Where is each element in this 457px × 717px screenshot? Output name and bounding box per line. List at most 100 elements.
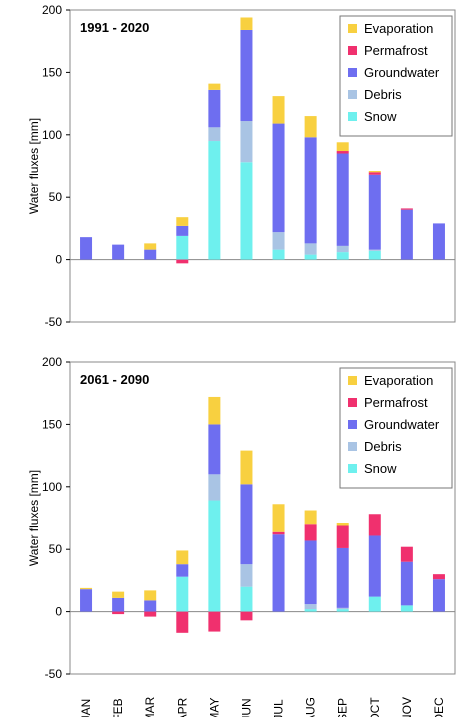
legend-swatch-snow bbox=[348, 112, 357, 121]
legend-label-debris: Debris bbox=[364, 87, 402, 102]
bar-permafrost-jun bbox=[240, 611, 253, 621]
bar-evaporation-jun bbox=[240, 17, 253, 30]
bar-permafrost-apr bbox=[176, 611, 189, 633]
bar-groundwater-jan bbox=[80, 589, 93, 612]
y-tick-label: 0 bbox=[55, 605, 62, 619]
panel-title: 2061 - 2090 bbox=[80, 372, 149, 387]
bar-permafrost-oct bbox=[368, 514, 381, 536]
x-tick-label-aug: AUG bbox=[304, 697, 318, 717]
bar-groundwater-oct bbox=[368, 174, 381, 250]
bar-evaporation-oct bbox=[368, 170, 381, 173]
y-tick-label: 150 bbox=[42, 417, 62, 431]
y-tick-label: -50 bbox=[45, 667, 63, 681]
bar-snow-may bbox=[208, 500, 221, 612]
legend-label-snow: Snow bbox=[364, 109, 397, 124]
bar-snow-apr bbox=[176, 235, 189, 260]
bar-evaporation-jul bbox=[272, 504, 285, 532]
legend-box bbox=[339, 15, 453, 137]
legend-swatch-permafrost bbox=[348, 46, 357, 55]
bar-debris-sep bbox=[336, 607, 349, 610]
legend-label-evaporation: Evaporation bbox=[364, 373, 433, 388]
bar-snow-jun bbox=[240, 586, 253, 612]
bar-debris-may bbox=[208, 127, 221, 142]
legend-label-evaporation: Evaporation bbox=[364, 21, 433, 36]
panel-title: 1991 - 2020 bbox=[80, 20, 149, 35]
y-tick-label: 50 bbox=[49, 190, 63, 204]
bar-groundwater-apr bbox=[176, 564, 189, 577]
legend-swatch-debris bbox=[348, 442, 357, 451]
legend-swatch-evaporation bbox=[348, 376, 357, 385]
bar-snow-sep bbox=[336, 609, 349, 612]
bar-groundwater-aug bbox=[304, 137, 317, 244]
bar-groundwater-mar bbox=[144, 600, 157, 612]
x-tick-label-may: MAY bbox=[207, 697, 221, 717]
bar-evaporation-jul bbox=[272, 96, 285, 124]
x-tick-label-nov: NOV bbox=[400, 697, 414, 717]
bar-groundwater-may bbox=[208, 424, 221, 475]
bar-evaporation-mar bbox=[144, 243, 157, 250]
bar-debris-sep bbox=[336, 245, 349, 253]
x-tick-label-jun: JUN bbox=[239, 698, 253, 717]
bar-permafrost-dec bbox=[432, 574, 445, 580]
legend-label-groundwater: Groundwater bbox=[364, 417, 440, 432]
legend-label-groundwater: Groundwater bbox=[364, 65, 440, 80]
bar-groundwater-nov bbox=[400, 209, 413, 260]
bar-debris-jul bbox=[272, 232, 285, 250]
bar-debris-jun bbox=[240, 121, 253, 163]
legend-label-debris: Debris bbox=[364, 439, 402, 454]
bar-groundwater-jul bbox=[272, 534, 285, 612]
bar-evaporation-may bbox=[208, 396, 221, 425]
bar-snow-aug bbox=[304, 254, 317, 260]
x-tick-label-mar: MAR bbox=[143, 696, 157, 717]
bar-groundwater-may bbox=[208, 89, 221, 128]
bar-groundwater-nov bbox=[400, 561, 413, 606]
y-tick-label: 200 bbox=[42, 355, 62, 369]
bar-permafrost-sep bbox=[336, 151, 349, 154]
legend-label-permafrost: Permafrost bbox=[364, 43, 428, 58]
x-tick-label-sep: SEP bbox=[336, 698, 350, 717]
bar-evaporation-mar bbox=[144, 590, 157, 601]
bar-snow-nov bbox=[400, 605, 413, 612]
y-tick-label: 200 bbox=[42, 3, 62, 17]
bar-debris-jun bbox=[240, 564, 253, 587]
bar-snow-jun bbox=[240, 162, 253, 260]
x-tick-labels: JAN FEB MAR APR MAY JUN JUL AUG SEP OCT NOV DEC bbox=[79, 696, 446, 717]
bar-groundwater-feb bbox=[112, 597, 125, 612]
y-tick-label: 50 bbox=[49, 542, 63, 556]
bar-snow-aug bbox=[304, 609, 317, 612]
bar-debris-oct bbox=[368, 249, 381, 251]
bar-groundwater-mar bbox=[144, 249, 157, 260]
bar-evaporation-apr bbox=[176, 217, 189, 226]
bar-permafrost-oct bbox=[368, 172, 381, 175]
x-tick-label-jul: JUL bbox=[272, 699, 286, 717]
bar-permafrost-mar bbox=[144, 611, 157, 617]
bar-groundwater-dec bbox=[432, 223, 445, 260]
legend-swatch-evaporation bbox=[348, 24, 357, 33]
y-axis-label: Water fluxes [mm] bbox=[27, 118, 41, 214]
bar-debris-may bbox=[208, 474, 221, 501]
bar-permafrost-apr bbox=[176, 259, 189, 264]
x-tick-label-dec: DEC bbox=[432, 697, 446, 717]
bar-evaporation-sep bbox=[336, 522, 349, 526]
bar-debris-aug bbox=[304, 243, 317, 255]
bar-groundwater-jun bbox=[240, 484, 253, 565]
legend-swatch-debris bbox=[348, 90, 357, 99]
bar-groundwater-dec bbox=[432, 579, 445, 612]
chart-panel-1991-2020: -50 0 50 100 150 200 Water fluxes [mm] 1991 - 2… bbox=[27, 3, 456, 329]
bar-permafrost-nov bbox=[400, 208, 413, 210]
bar-snow-oct bbox=[368, 250, 381, 260]
x-tick-label-jan: JAN bbox=[79, 699, 93, 717]
x-tick-label-apr: APR bbox=[175, 697, 189, 717]
bar-evaporation-aug bbox=[304, 116, 317, 138]
legend-label-permafrost: Permafrost bbox=[364, 395, 428, 410]
bar-permafrost-sep bbox=[336, 525, 349, 548]
bar-snow-oct bbox=[368, 596, 381, 612]
bar-groundwater-aug bbox=[304, 540, 317, 605]
bar-permafrost-jul bbox=[272, 531, 285, 535]
bar-snow-sep bbox=[336, 252, 349, 260]
chart-panel-2061-2090: -50 0 50 100 150 200 Water fluxes [mm] 2061 - 2… bbox=[27, 355, 456, 681]
x-tick-label-oct: OCT bbox=[368, 697, 382, 717]
bar-groundwater-apr bbox=[176, 225, 189, 236]
bar-groundwater-sep bbox=[336, 153, 349, 246]
